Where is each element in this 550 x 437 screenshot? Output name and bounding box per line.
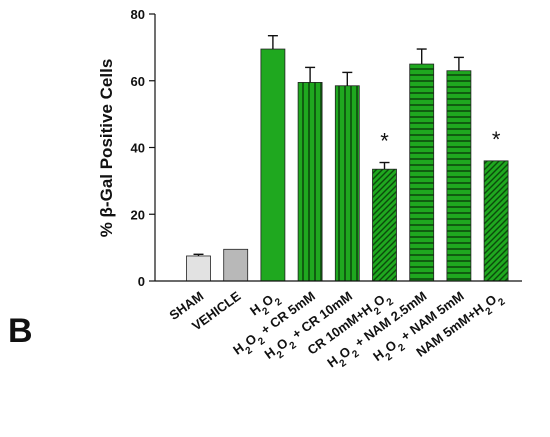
y-tick-label: 20 [131, 207, 145, 222]
bar [260, 48, 286, 282]
y-tick-label: 0 [138, 274, 145, 289]
bar [483, 160, 509, 282]
bar [297, 82, 323, 282]
bar [409, 63, 435, 282]
axes-group [149, 13, 522, 282]
significance-marker: * [492, 127, 501, 152]
bar [372, 168, 397, 282]
bar [334, 85, 360, 282]
bar [186, 255, 211, 282]
panel-label: B [8, 312, 33, 350]
y-tick-label: 40 [131, 141, 145, 156]
significance-marker: * [380, 129, 389, 154]
y-tick-label: 80 [131, 7, 145, 22]
error-bars-group [193, 34, 464, 256]
y-axis-label: % β-Gal Positive Cells [97, 59, 116, 238]
bar [446, 70, 472, 282]
bar [223, 248, 249, 282]
y-tick-label: 60 [131, 74, 145, 89]
